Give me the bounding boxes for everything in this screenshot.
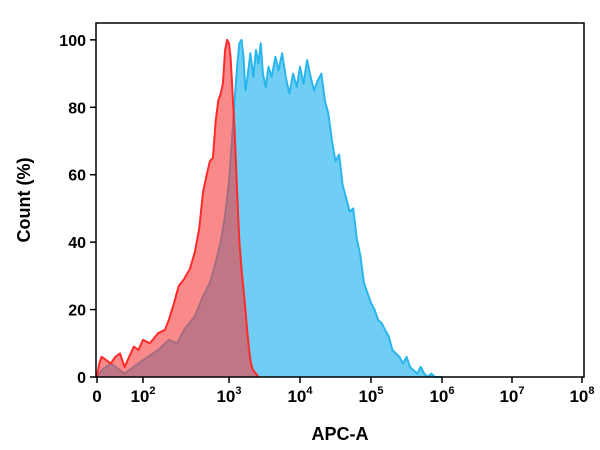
series-layer (96, 38, 442, 378)
y-axis-title: Count (%) (14, 158, 34, 243)
y-tick-label: 40 (68, 235, 86, 252)
y-tick-label: 80 (68, 100, 86, 117)
series-1-area (97, 39, 442, 378)
x-axis-title: APC-A (312, 424, 369, 444)
series-2-area (97, 39, 259, 378)
x-tick-label: 106 (429, 385, 454, 406)
y-tick-label: 0 (77, 370, 86, 387)
x-tick-label: 0 (92, 387, 101, 406)
axis-layer: 0 20 40 60 80 100 0 102 103 104 105 106 107 108 (59, 33, 594, 406)
x-tick-label: 103 (216, 385, 241, 406)
x-tick-label: 102 (130, 385, 155, 406)
x-tick-label: 108 (569, 385, 594, 406)
y-tick-label: 60 (68, 168, 86, 185)
y-tick-label: 100 (59, 33, 86, 50)
plot-frame (95, 22, 585, 378)
y-tick-label: 20 (68, 303, 86, 320)
x-tick-label: 105 (358, 385, 383, 406)
series-2-line (96, 38, 260, 378)
x-tick-label: 107 (499, 385, 524, 406)
x-tick-label: 104 (287, 385, 313, 406)
